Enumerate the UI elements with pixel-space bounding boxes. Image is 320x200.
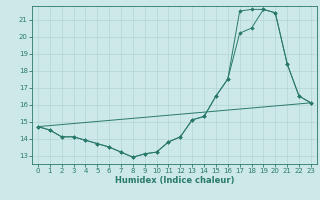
X-axis label: Humidex (Indice chaleur): Humidex (Indice chaleur): [115, 176, 234, 185]
